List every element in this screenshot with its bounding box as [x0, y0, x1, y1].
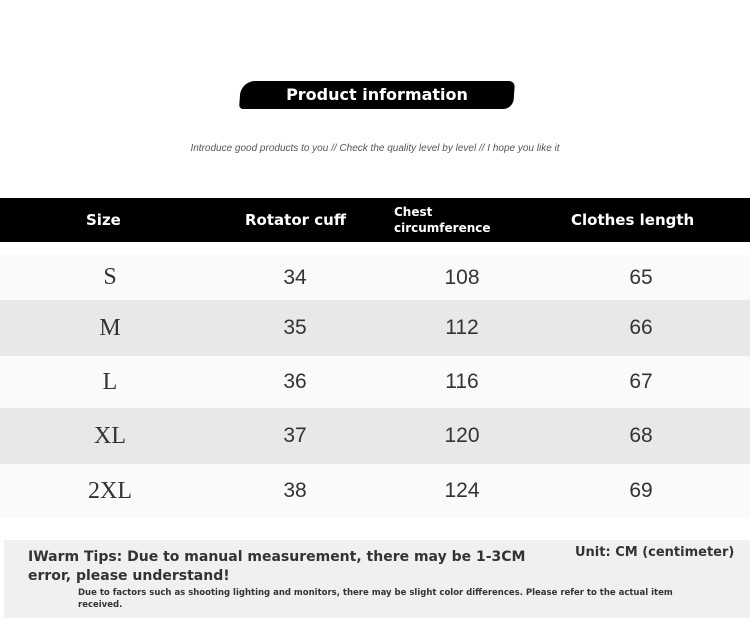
column-header-size: Size	[86, 211, 121, 229]
cell-cuff: 36	[283, 370, 307, 393]
table-row: S 34 108 65	[0, 255, 750, 300]
cell-chest: 116	[445, 370, 479, 393]
cell-cuff: 35	[283, 316, 307, 339]
warm-tips-box: IWarm Tips: Due to manual measurement, t…	[4, 540, 750, 618]
table-row: L 36 116 67	[0, 356, 750, 408]
warm-tips-text: IWarm Tips: Due to manual measurement, t…	[28, 549, 526, 584]
page-title: Product information	[286, 85, 468, 104]
column-header-rotator-cuff: Rotator cuff	[245, 211, 346, 229]
unit-label: Unit: CM (centimeter)	[575, 545, 735, 560]
cell-length: 68	[629, 424, 653, 447]
cell-chest: 124	[444, 479, 480, 502]
color-difference-note: Due to factors such as shooting lighting…	[78, 588, 673, 610]
cell-cuff: 38	[283, 479, 307, 502]
cell-cuff: 37	[283, 424, 307, 447]
cell-chest: 112	[445, 316, 479, 339]
table-row: XL 37 120 68	[0, 408, 750, 464]
cell-length: 65	[629, 265, 653, 289]
cell-size: M	[99, 314, 121, 341]
cell-length: 67	[629, 370, 653, 393]
column-header-clothes-length: Clothes length	[571, 211, 695, 229]
cell-chest: 108	[444, 265, 480, 289]
cell-size: XL	[94, 422, 126, 449]
table-row: 2XL 38 124 69	[0, 464, 750, 518]
subtitle: Introduce good products to you // Check …	[190, 143, 560, 154]
cell-size: S	[103, 264, 117, 290]
cell-cuff: 34	[283, 265, 307, 289]
cell-length: 69	[629, 479, 653, 502]
cell-chest: 120	[444, 424, 480, 447]
cell-size: L	[102, 368, 118, 395]
cell-length: 66	[629, 316, 653, 339]
table-row: M 35 112 66	[0, 300, 750, 356]
table-header: Size Rotator cuff Chest circumference Cl…	[0, 198, 750, 242]
cell-size: 2XL	[88, 477, 132, 504]
column-header-chest: Chest circumference	[394, 205, 491, 235]
